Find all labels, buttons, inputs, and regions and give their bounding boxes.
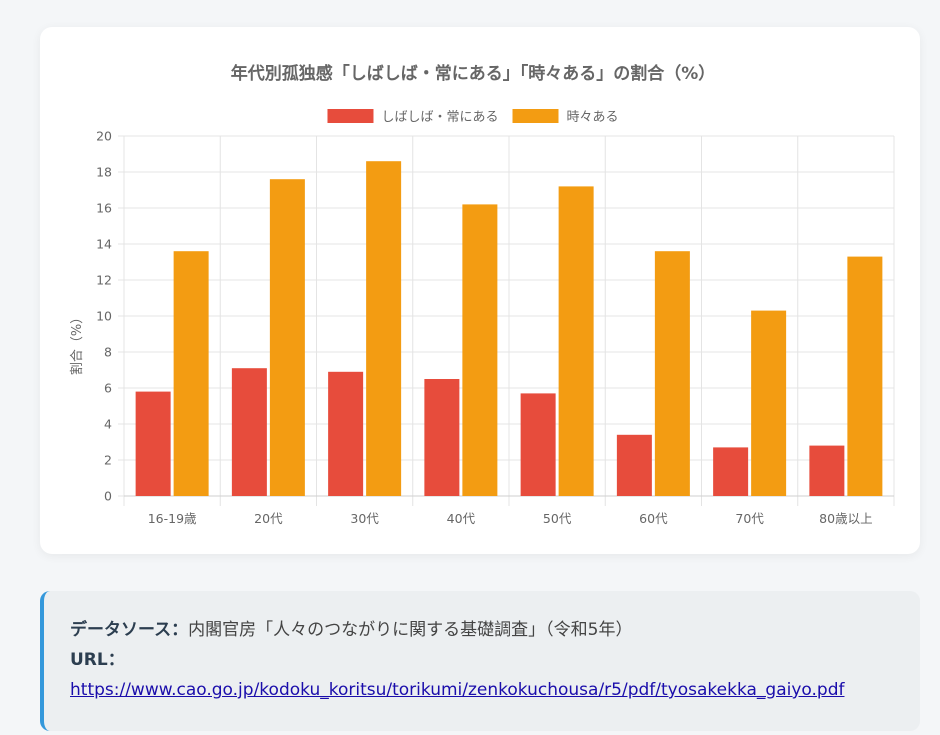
bar-chart: 年代別孤独感「しばしば・常にある」「時々ある」の割合（%） しばしば・常にある 時…	[69, 63, 895, 526]
bar	[424, 379, 460, 496]
url-label-line: URL：	[70, 645, 920, 675]
source-text: 内閣官房「人々のつながりに関する基礎調査」（令和5年）	[188, 620, 633, 640]
bar	[520, 393, 556, 496]
bar	[654, 251, 690, 496]
chart-title: 年代別孤独感「しばしば・常にある」「時々ある」の割合（%）	[231, 63, 716, 84]
x-tick-label: 60代	[639, 511, 668, 526]
source-url-link[interactable]: https://www.cao.go.jp/kodoku_koritsu/tor…	[70, 680, 845, 700]
bar	[558, 186, 594, 496]
bar	[462, 204, 498, 496]
url-line: https://www.cao.go.jp/kodoku_koritsu/tor…	[70, 675, 920, 705]
x-tick-label: 30代	[350, 511, 379, 526]
y-tick-label: 20	[96, 129, 112, 144]
y-tick-label: 18	[96, 165, 112, 180]
bar	[751, 310, 787, 496]
y-tick-label: 6	[104, 381, 112, 396]
y-tick-label: 10	[96, 309, 112, 324]
y-axis: 0 2 4 6 8 10 12 14 16 18 20	[96, 129, 112, 504]
bar	[847, 256, 883, 496]
x-tick-label: 70代	[735, 511, 764, 526]
legend-swatch	[327, 109, 374, 123]
legend-label: しばしば・常にある	[381, 110, 498, 125]
x-tick-label: 20代	[254, 511, 283, 526]
y-tick-label: 4	[104, 417, 112, 432]
x-axis: 16-19歳 20代 30代 40代 50代 60代 70代 80歳以上	[148, 511, 873, 526]
chart-card: 年代別孤独感「しばしば・常にある」「時々ある」の割合（%） しばしば・常にある 時…	[40, 27, 920, 554]
bar	[231, 368, 267, 496]
bars	[135, 161, 883, 496]
bar	[713, 447, 749, 496]
source-label: データソース：	[70, 620, 189, 640]
bar	[173, 251, 209, 496]
x-tick-label: 50代	[543, 511, 572, 526]
bar	[328, 371, 364, 496]
y-tick-label: 0	[104, 489, 112, 504]
grid	[118, 135, 895, 506]
y-tick-label: 14	[96, 237, 112, 252]
x-tick-label: 80歳以上	[819, 511, 872, 526]
y-tick-label: 8	[104, 345, 112, 360]
bar	[269, 179, 305, 496]
source-box: データソース：内閣官房「人々のつながりに関する基礎調査」（令和5年） URL： …	[40, 591, 920, 731]
bar	[809, 445, 845, 496]
source-line: データソース：内閣官房「人々のつながりに関する基礎調査」（令和5年）	[70, 615, 920, 645]
bar	[616, 434, 652, 496]
bar	[366, 161, 402, 496]
x-tick-label: 16-19歳	[148, 511, 197, 526]
y-tick-label: 16	[96, 201, 112, 216]
legend: しばしば・常にある 時々ある	[327, 109, 619, 125]
legend-swatch	[512, 109, 559, 123]
y-tick-label: 12	[96, 273, 112, 288]
url-label: URL：	[70, 650, 125, 670]
x-tick-label: 40代	[447, 511, 476, 526]
y-axis-label: 割合（%）	[69, 311, 85, 375]
bar	[135, 391, 171, 496]
legend-label: 時々ある	[567, 110, 619, 125]
y-tick-label: 2	[104, 453, 112, 468]
